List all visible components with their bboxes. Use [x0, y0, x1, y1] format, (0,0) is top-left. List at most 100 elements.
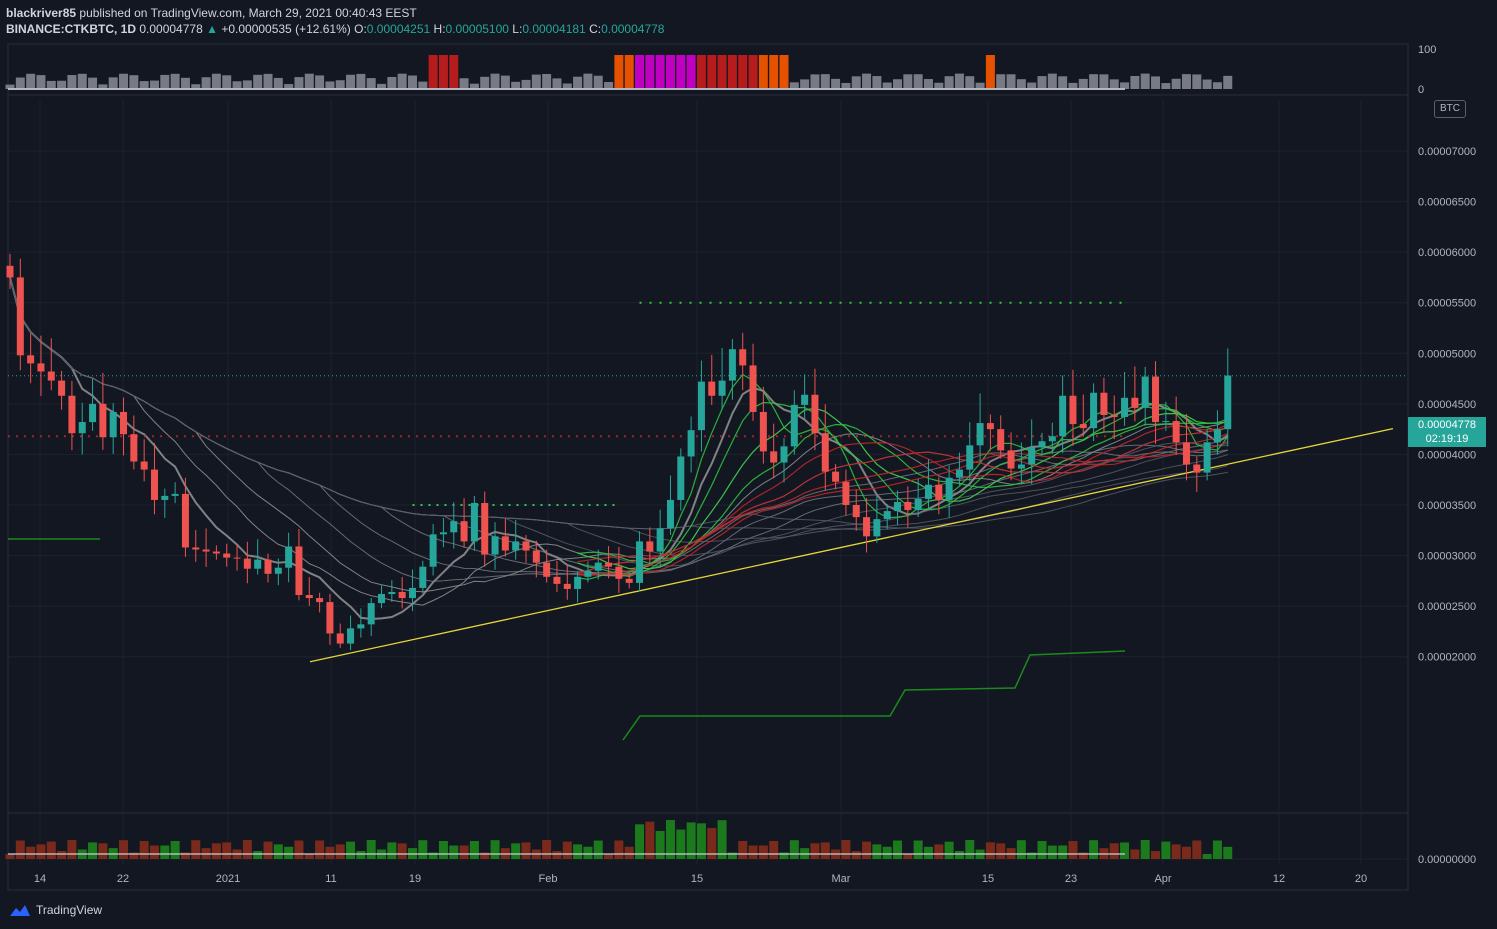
oscillator-bar [676, 55, 686, 89]
currency-badge[interactable]: BTC [1434, 100, 1466, 118]
oscillator-bar [469, 83, 479, 89]
oscillator-bar [15, 77, 25, 89]
candle [955, 452, 963, 486]
volume-bar [655, 830, 665, 859]
volume-bar [779, 852, 789, 859]
volume-bar [46, 841, 56, 859]
candle [852, 489, 860, 531]
open-value: 0.00004251 [366, 22, 431, 36]
volume-bar [15, 840, 25, 859]
candle [935, 477, 943, 515]
candle [883, 504, 891, 530]
candle [37, 335, 45, 396]
candle [728, 339, 736, 400]
candle [1121, 371, 1129, 426]
oscillator-bar [335, 80, 345, 89]
oscillator-bar [996, 74, 1006, 89]
oscillator-bar [232, 81, 242, 89]
candle [780, 438, 788, 483]
volume-bar [1120, 842, 1130, 859]
candle [801, 374, 809, 419]
oscillator-bar [459, 78, 469, 89]
candle [553, 561, 561, 593]
volume-bar [1068, 841, 1078, 859]
author-name[interactable]: blackriver85 [6, 6, 77, 20]
volume-bar [170, 840, 180, 859]
volume-bar [1171, 844, 1181, 859]
volume-bar [335, 844, 345, 859]
oscillator-bar [872, 76, 882, 89]
volume-bar [635, 824, 645, 859]
candle [1048, 422, 1056, 454]
volume-bar [397, 843, 407, 859]
candle [274, 558, 282, 586]
candle [161, 488, 169, 518]
oscillator-bar [542, 74, 552, 89]
candle [99, 372, 107, 450]
candle [68, 380, 76, 451]
candle [501, 518, 509, 557]
candle [532, 540, 540, 578]
oscillator-bar [284, 84, 294, 89]
oscillator-bar [1099, 74, 1109, 89]
volume-bar [253, 851, 263, 859]
oscillator-bar [975, 82, 985, 89]
candlestick-series [6, 253, 1232, 651]
candle [347, 615, 355, 651]
time-tick-label: 23 [1065, 873, 1077, 885]
candle [202, 528, 210, 567]
candle [759, 386, 767, 464]
candle [914, 478, 922, 518]
volume-bar [893, 840, 903, 859]
oscillator-bar [36, 75, 46, 89]
volume-bar [387, 842, 397, 859]
candle [697, 360, 705, 452]
oscillator-bar [191, 84, 201, 89]
oscillator-bar [480, 76, 490, 89]
trend-ribbon-line [577, 433, 1229, 577]
oscillator-bar [1047, 73, 1057, 89]
candle [1141, 366, 1149, 426]
oscillator-bar [387, 76, 397, 89]
candle [6, 253, 14, 290]
candle [687, 416, 695, 473]
candle [512, 519, 520, 560]
candle [398, 577, 406, 609]
volume-bar [748, 845, 758, 859]
price-tick-label: 0.00002500 [1418, 601, 1476, 613]
candle [894, 490, 902, 525]
oscillator-bar [965, 76, 975, 89]
price-tick-label: 0.00000000 [1418, 854, 1476, 866]
oscillator-bar [686, 55, 696, 89]
oscillator-bar [800, 79, 810, 89]
oscillator-bar [129, 75, 139, 89]
oscillator-bar [1089, 74, 1099, 89]
oscillator-bar [407, 75, 417, 89]
volume-bar [1027, 852, 1037, 859]
oscillator-bar [954, 73, 964, 89]
candle [254, 539, 262, 575]
oscillator-bar [851, 76, 861, 89]
time-tick-label: 12 [1273, 873, 1285, 885]
oscillator-bar [294, 77, 304, 89]
oscillator-bar [377, 83, 387, 89]
publish-info: published on TradingView.com, March 29, … [76, 6, 417, 20]
volume-bar [727, 852, 737, 859]
volume-bar [88, 842, 98, 859]
volume-bar [1016, 840, 1026, 859]
tradingview-logo[interactable]: TradingView [8, 902, 102, 918]
candle [1100, 377, 1108, 433]
candle [16, 258, 24, 371]
oscillator-bar [304, 73, 314, 89]
candle [1069, 369, 1077, 446]
candle [873, 496, 881, 543]
oscillator-bar [57, 80, 67, 89]
oscillator-bar [46, 80, 56, 89]
candle [625, 573, 633, 589]
oscillator-bar [531, 74, 541, 89]
volume-bar [26, 846, 36, 859]
trend-ribbon-line [577, 441, 1229, 576]
oscillator-bar [707, 55, 717, 89]
time-tick-label: 14 [34, 873, 46, 885]
